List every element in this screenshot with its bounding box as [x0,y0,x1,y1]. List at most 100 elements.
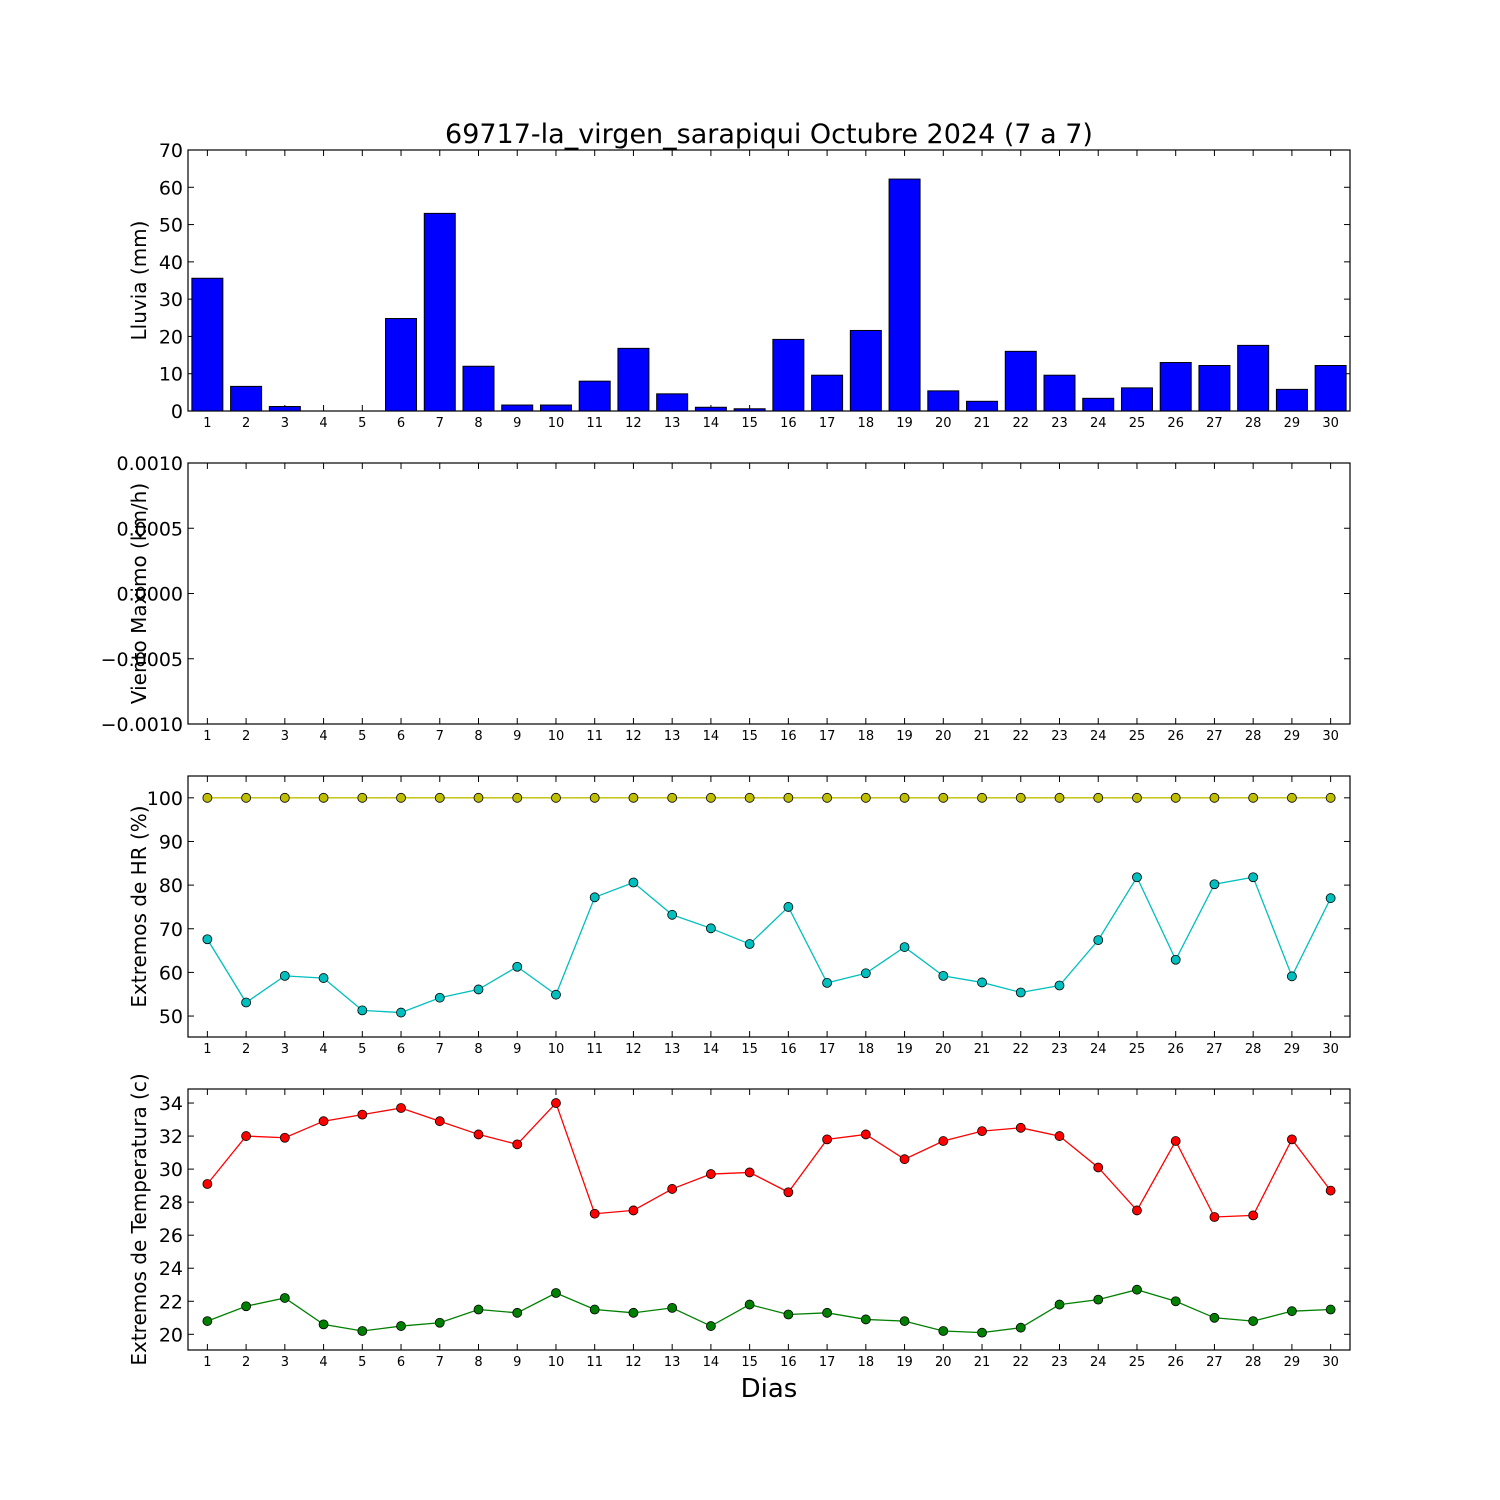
point-temp-0-day-30 [1325,1185,1336,1196]
point-hr-0-day-28 [1248,792,1259,803]
xtick-label: 18 [858,416,875,431]
xtick-label: 9 [513,729,521,744]
bar-day-21 [966,400,999,412]
xtick-label: 2 [242,1355,250,1370]
point-hr-0-day-24 [1093,792,1104,803]
point-temp-0-day-29 [1287,1134,1297,1145]
point-hr-1-day-4 [318,973,329,983]
xtick-label: 3 [281,729,289,744]
xtick-label: 12 [625,1042,642,1057]
bar-day-2 [230,385,263,412]
point-temp-0-day-16 [783,1187,794,1198]
series-line-hr-1 [206,875,1332,1014]
xtick-label: 20 [935,1042,952,1057]
point-temp-1-day-26 [1170,1296,1181,1307]
xtick-label: 2 [242,416,250,431]
xtick-label: 3 [281,416,289,431]
xtick-label: 6 [397,1355,405,1370]
plot-frame-temp [187,1088,1351,1351]
point-hr-0-day-3 [279,792,290,803]
xtick-label: 5 [358,1042,366,1057]
xtick-label: 29 [1284,1042,1301,1057]
point-hr-0-day-21 [977,792,987,803]
xtick-label: 19 [896,1355,913,1370]
xtick-label: 27 [1206,1355,1223,1370]
xtick-label: 8 [474,729,482,744]
xtick-label: 30 [1322,1355,1339,1370]
ytick-label: 32 [159,1126,183,1148]
ytick-label: 70 [159,919,183,941]
xtick-label: 28 [1245,729,1262,744]
point-hr-1-day-26 [1170,954,1181,965]
point-hr-1-day-21 [977,977,987,988]
xtick-label: 26 [1167,416,1184,431]
point-temp-1-day-6 [396,1321,406,1331]
ytick-label: 0.0000 [117,584,183,606]
point-temp-1-day-7 [434,1317,445,1328]
point-temp-1-day-4 [318,1319,329,1330]
y-axis-label-viento: Viento Maximo (km/h) [127,483,151,704]
xtick-label: 25 [1129,729,1146,744]
point-hr-1-day-6 [396,1007,406,1018]
point-hr-1-day-20 [938,970,949,981]
point-temp-1-day-22 [1015,1322,1026,1333]
point-temp-1-day-23 [1054,1299,1065,1310]
ytick-label: 60 [159,962,183,984]
point-temp-1-day-20 [938,1326,949,1336]
point-temp-1-day-15 [744,1299,755,1310]
xtick-label: 23 [1051,1042,1068,1057]
xtick-label: 5 [358,416,366,431]
point-hr-0-day-18 [860,792,871,803]
ytick-label: 50 [159,1006,183,1028]
point-temp-1-day-18 [860,1314,871,1325]
bar-day-19 [888,178,921,412]
point-temp-0-day-24 [1093,1162,1104,1173]
y-axis-label-hr: Extremos de HR (%) [127,805,151,1007]
xtick-label: 30 [1322,1042,1339,1057]
xtick-label: 19 [896,416,913,431]
xtick-label: 18 [858,1042,875,1057]
point-hr-0-day-7 [434,792,445,803]
point-hr-1-day-23 [1054,980,1065,991]
bar-day-28 [1237,344,1270,412]
xtick-label: 3 [281,1042,289,1057]
xtick-label: 27 [1206,729,1223,744]
xtick-label: 18 [858,729,875,744]
point-hr-1-day-10 [551,989,561,1000]
xtick-label: 21 [974,1042,991,1057]
xtick-label: 7 [436,729,444,744]
point-hr-1-day-24 [1093,935,1104,946]
xtick-label: 4 [319,416,327,431]
xtick-label: 6 [397,729,405,744]
xtick-label: 13 [664,1042,681,1057]
bar-day-23 [1043,374,1076,412]
point-hr-0-day-19 [899,792,910,803]
xtick-label: 24 [1090,729,1107,744]
ytick-label: 10 [159,364,183,386]
point-temp-1-day-21 [977,1327,987,1338]
xtick-label: 5 [358,729,366,744]
point-temp-0-day-17 [822,1134,832,1145]
point-hr-1-day-9 [512,961,523,972]
point-hr-0-day-16 [783,792,794,803]
bar-day-14 [694,406,727,412]
xtick-label: 11 [586,416,603,431]
ytick-label: 24 [159,1258,183,1280]
point-temp-0-day-22 [1015,1122,1026,1133]
ytick-label: 28 [159,1192,183,1214]
point-hr-1-day-18 [860,968,871,979]
xtick-label: 30 [1322,416,1339,431]
point-hr-1-day-3 [279,970,290,981]
point-hr-1-day-13 [667,909,678,920]
bar-day-3 [268,406,301,412]
point-temp-0-day-13 [667,1184,678,1194]
point-temp-0-day-20 [938,1136,949,1146]
xtick-label: 26 [1167,1355,1184,1370]
xtick-label: 22 [1012,416,1029,431]
xtick-label: 14 [703,729,720,744]
point-hr-0-day-17 [822,792,832,803]
ytick-label: 30 [159,289,183,311]
